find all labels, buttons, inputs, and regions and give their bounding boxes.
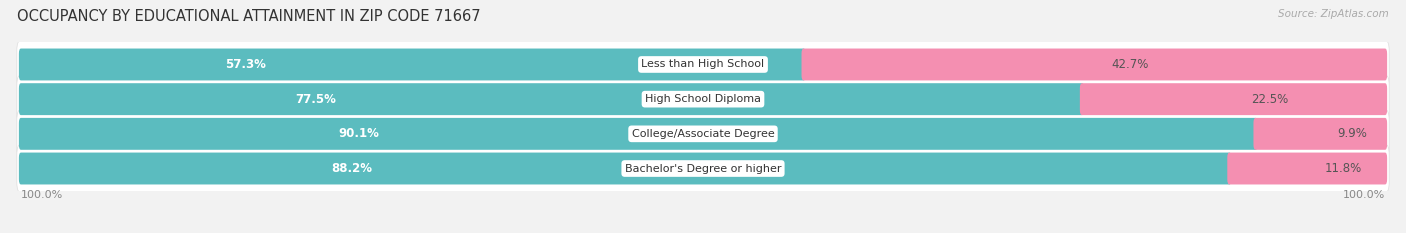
Text: 11.8%: 11.8%: [1324, 162, 1361, 175]
Text: High School Diploma: High School Diploma: [645, 94, 761, 104]
FancyBboxPatch shape: [17, 144, 1389, 193]
FancyBboxPatch shape: [18, 153, 1232, 185]
Text: 100.0%: 100.0%: [21, 190, 63, 200]
FancyBboxPatch shape: [17, 75, 1389, 123]
Text: 42.7%: 42.7%: [1112, 58, 1149, 71]
Text: 100.0%: 100.0%: [1343, 190, 1385, 200]
Text: Less than High School: Less than High School: [641, 59, 765, 69]
Text: 90.1%: 90.1%: [339, 127, 380, 140]
FancyBboxPatch shape: [18, 48, 806, 80]
Text: 57.3%: 57.3%: [225, 58, 266, 71]
Text: Bachelor's Degree or higher: Bachelor's Degree or higher: [624, 164, 782, 174]
Text: Source: ZipAtlas.com: Source: ZipAtlas.com: [1278, 9, 1389, 19]
FancyBboxPatch shape: [17, 40, 1389, 89]
FancyBboxPatch shape: [1254, 118, 1388, 150]
Text: 77.5%: 77.5%: [295, 93, 336, 106]
Text: OCCUPANCY BY EDUCATIONAL ATTAINMENT IN ZIP CODE 71667: OCCUPANCY BY EDUCATIONAL ATTAINMENT IN Z…: [17, 9, 481, 24]
Text: College/Associate Degree: College/Associate Degree: [631, 129, 775, 139]
FancyBboxPatch shape: [18, 83, 1084, 115]
FancyBboxPatch shape: [1080, 83, 1388, 115]
Text: 22.5%: 22.5%: [1251, 93, 1288, 106]
Text: 9.9%: 9.9%: [1337, 127, 1368, 140]
FancyBboxPatch shape: [18, 118, 1257, 150]
FancyBboxPatch shape: [1227, 153, 1388, 185]
FancyBboxPatch shape: [801, 48, 1388, 80]
FancyBboxPatch shape: [17, 110, 1389, 158]
Text: 88.2%: 88.2%: [332, 162, 373, 175]
